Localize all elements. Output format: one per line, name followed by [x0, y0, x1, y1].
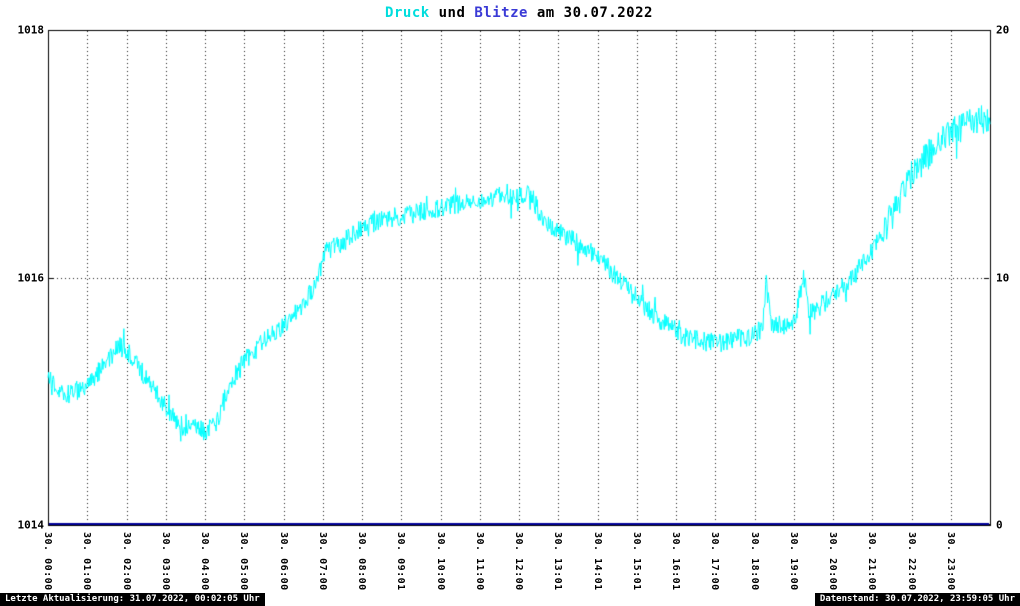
x-axis-tick-label: 30. 23:00 — [944, 532, 956, 591]
x-axis-tick-label: 30. 01:00 — [81, 532, 93, 591]
footer-last-update: Letzte Aktualisierung: 31.07.2022, 00:02… — [0, 593, 265, 606]
x-axis-tick-label: 30. 13:01 — [552, 532, 564, 591]
chart-title: Druck und Blitze am 30.07.2022 — [48, 5, 990, 21]
x-axis-tick-label: 30. 08:00 — [356, 532, 367, 591]
y-axis-left-tick-label: 1014 — [17, 518, 45, 532]
x-axis-tick-label: 30. 10:00 — [434, 532, 446, 591]
footer-data-timestamp: Datenstand: 30.07.2022, 23:59:05 Uhr — [814, 593, 1020, 606]
y-axis-right-tick-label: 0 — [996, 518, 1003, 532]
x-axis-tick-label: 30. 11:00 — [473, 532, 485, 591]
y-axis-right-tick-label: 20 — [996, 23, 1010, 37]
x-axis-tick-label: 30. 21:00 — [866, 532, 878, 591]
x-axis-tick-label: 30. 07:00 — [316, 532, 328, 591]
title-series-blitze: Blitze — [474, 5, 528, 21]
x-axis-tick-label: 30. 22:00 — [905, 532, 917, 591]
x-axis-tick-label: 30. 20:00 — [827, 532, 838, 591]
y-axis-right-tick-label: 10 — [996, 271, 1010, 284]
x-axis-tick-label: 30. 04:00 — [199, 532, 210, 591]
x-axis-tick-label: 30. 05:00 — [238, 532, 250, 591]
x-axis-tick-label: 30. 09:01 — [395, 532, 407, 591]
x-axis-tick-label: 30. 17:00 — [709, 532, 721, 591]
x-axis-tick-label: 30. 19:00 — [787, 532, 799, 591]
title-series-druck: Druck — [385, 5, 430, 21]
x-axis-tick-label: 30. 14:01 — [591, 532, 603, 591]
x-axis-tick-label: 30. 06:00 — [277, 532, 289, 591]
x-axis-tick-label: 30. 00:00 — [42, 532, 53, 591]
x-axis-tick-label: 30. 15:01 — [630, 532, 642, 591]
x-axis-tick-label: 30. 16:01 — [670, 532, 681, 591]
x-axis-tick-label: 30. 03:00 — [159, 532, 171, 591]
x-axis-tick-label: 30. 18:00 — [748, 532, 760, 591]
y-axis-left-tick-label: 1016 — [17, 271, 45, 284]
title-date-text: am 30.07.2022 — [527, 5, 653, 21]
x-axis-tick-label: 30. 02:00 — [120, 532, 132, 591]
y-axis-left-tick-label: 1018 — [17, 23, 45, 37]
title-und-text: und — [429, 5, 475, 21]
x-axis-tick-label: 30. 12:00 — [513, 532, 524, 591]
